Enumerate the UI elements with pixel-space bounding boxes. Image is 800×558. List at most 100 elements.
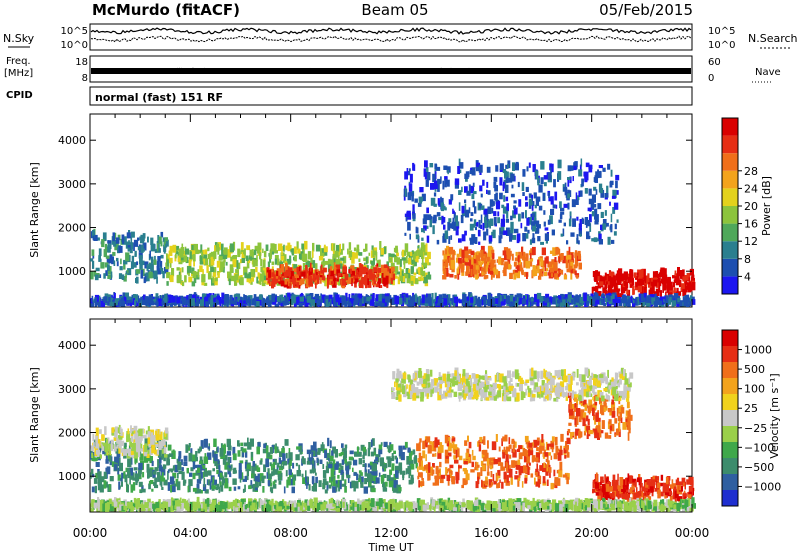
data-cell xyxy=(514,262,517,267)
data-cell xyxy=(227,439,231,447)
data-cell xyxy=(296,297,298,305)
data-cell xyxy=(609,272,613,277)
data-cell xyxy=(564,275,567,280)
data-cell xyxy=(410,298,413,304)
data-cell xyxy=(149,294,153,301)
data-cell xyxy=(113,232,116,241)
data-cell xyxy=(484,266,486,273)
data-cell xyxy=(126,300,130,303)
data-cell xyxy=(126,477,128,486)
data-cell xyxy=(569,247,571,255)
data-cell xyxy=(349,457,353,461)
data-cell xyxy=(151,257,154,264)
data-cell xyxy=(436,297,438,303)
data-cell xyxy=(602,168,605,172)
data-cell xyxy=(370,462,373,466)
data-cell xyxy=(500,163,504,170)
data-cell xyxy=(375,457,378,461)
data-cell xyxy=(558,160,562,169)
data-cell xyxy=(307,477,309,483)
data-cell xyxy=(434,192,436,196)
data-cell xyxy=(487,207,491,215)
data-cell xyxy=(312,486,314,491)
data-cell xyxy=(461,250,464,259)
data-cell xyxy=(548,192,550,198)
data-cell xyxy=(612,196,616,199)
data-cell xyxy=(638,286,642,293)
data-cell xyxy=(421,277,424,281)
colorbar-cell xyxy=(722,171,738,189)
data-cell xyxy=(260,259,262,266)
data-cell xyxy=(532,457,534,463)
data-cell xyxy=(501,205,504,208)
data-cell xyxy=(234,487,237,491)
data-cell xyxy=(242,448,246,452)
data-cell xyxy=(498,257,501,265)
data-cell xyxy=(272,262,275,266)
data-cell xyxy=(210,481,212,490)
data-cell xyxy=(490,271,493,275)
data-cell xyxy=(510,216,512,221)
data-cell xyxy=(537,299,540,306)
data-cell xyxy=(386,276,389,285)
data-cell xyxy=(330,456,334,462)
data-cell xyxy=(525,202,528,207)
data-cell xyxy=(426,180,429,187)
data-cell xyxy=(496,483,499,488)
data-cell xyxy=(342,459,344,465)
data-cell xyxy=(602,223,606,229)
data-cell xyxy=(506,178,508,182)
data-cell xyxy=(128,248,130,252)
data-cell xyxy=(445,259,449,267)
data-cell xyxy=(404,260,406,269)
data-cell xyxy=(136,446,140,453)
data-cell xyxy=(494,177,498,182)
data-cell xyxy=(114,464,117,470)
data-cell xyxy=(599,165,603,168)
data-cell xyxy=(446,456,449,459)
freq-label: Freq. xyxy=(6,56,31,67)
data-cell xyxy=(179,252,183,258)
data-cell xyxy=(492,441,497,450)
data-cell xyxy=(302,477,305,484)
data-cell xyxy=(166,457,170,466)
data-cell xyxy=(450,194,453,200)
data-cell xyxy=(464,200,466,204)
data-cell xyxy=(294,295,296,303)
data-cell xyxy=(141,270,144,279)
data-cell xyxy=(281,448,285,453)
data-cell xyxy=(522,233,526,241)
data-cell xyxy=(464,174,468,179)
data-cell xyxy=(276,271,278,276)
data-cell xyxy=(437,212,441,216)
data-cell xyxy=(559,450,563,455)
freq-tick-bottom: 8 xyxy=(82,73,88,84)
data-cell xyxy=(538,471,540,476)
data-cell xyxy=(271,464,273,471)
data-cell xyxy=(112,252,115,256)
data-cell xyxy=(424,160,428,167)
data-cell xyxy=(111,444,113,451)
data-cell xyxy=(465,204,467,211)
data-cell xyxy=(499,193,503,200)
data-cell xyxy=(543,193,546,201)
data-cell xyxy=(497,217,500,223)
data-cell xyxy=(118,482,120,490)
data-cell xyxy=(171,268,174,276)
data-cell xyxy=(142,472,144,478)
data-cell xyxy=(576,275,578,279)
data-cell xyxy=(272,272,274,277)
data-cell xyxy=(622,273,624,280)
data-cell xyxy=(134,467,138,470)
data-cell xyxy=(618,275,620,283)
data-cell xyxy=(414,273,417,276)
date-title: 05/Feb/2015 xyxy=(599,1,693,19)
data-cell xyxy=(197,479,201,484)
data-cell xyxy=(136,269,140,274)
data-cell xyxy=(164,454,168,458)
data-cell xyxy=(244,443,248,447)
data-cell xyxy=(273,294,275,302)
noise-tick-bottom-right: 10^0 xyxy=(708,40,735,51)
data-cell xyxy=(154,467,158,471)
